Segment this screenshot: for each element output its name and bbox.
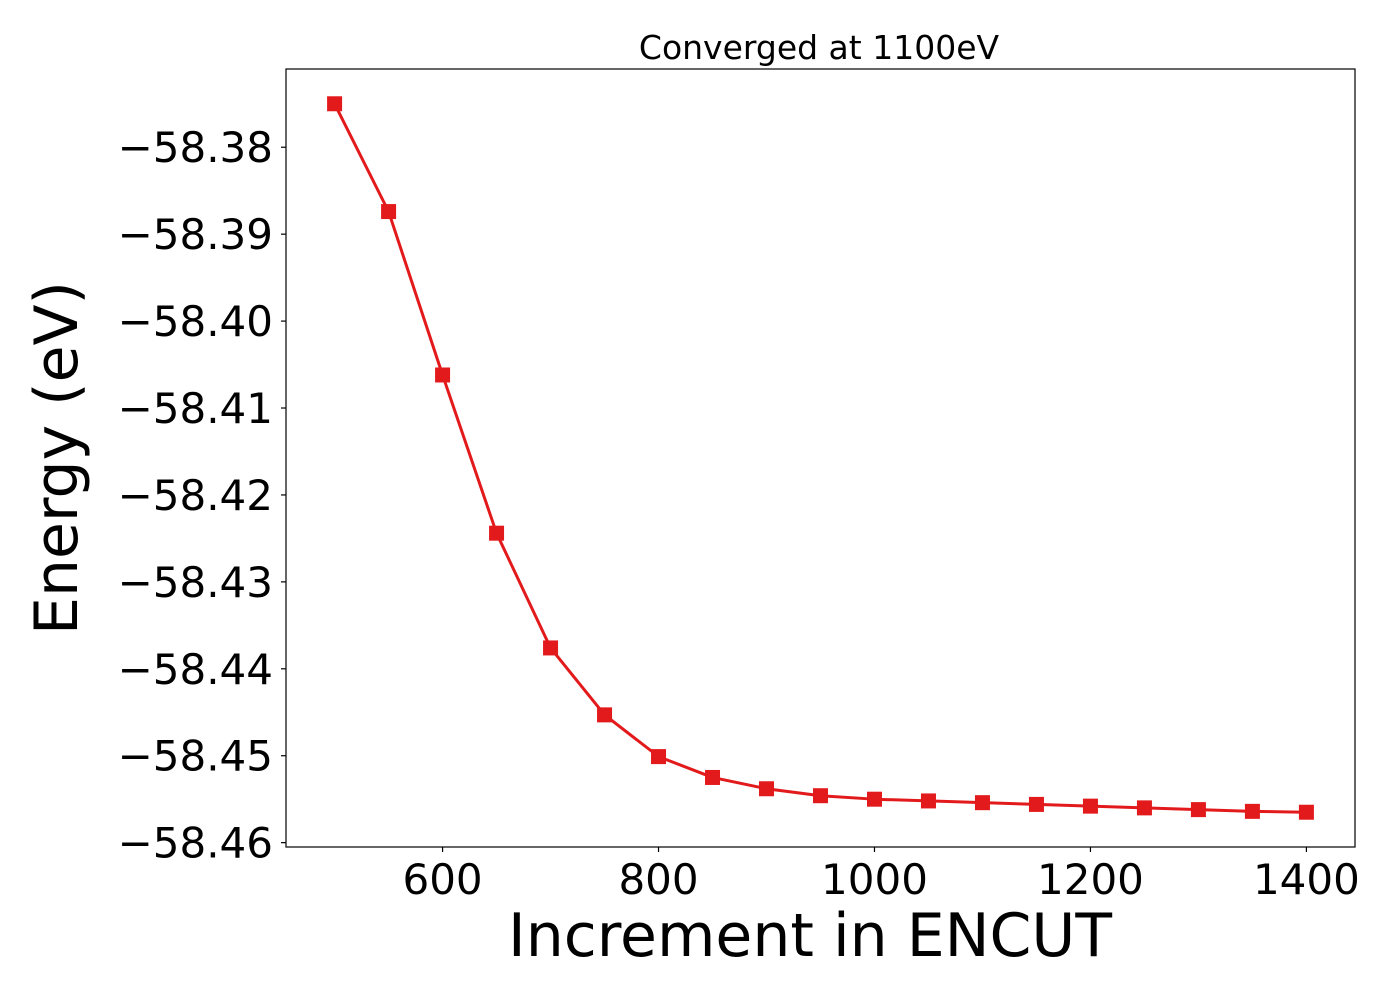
y-tick-label: −58.46 [118,819,273,868]
data-point [974,795,990,811]
data-point [1136,800,1152,816]
y-tick-label: −58.44 [118,645,273,694]
data-point [705,769,721,785]
y-tick-label: −58.42 [118,471,273,520]
data-point [435,367,451,383]
y-tick-label: −58.43 [118,558,273,607]
data-point [543,640,559,656]
x-tick-label: 1200 [1037,855,1144,904]
data-point [327,96,343,112]
y-tick-label: −58.40 [118,297,273,346]
data-point [866,791,882,807]
y-axis-label: Energy (eV) [22,281,92,635]
data-point [489,525,505,541]
data-point [1028,796,1044,812]
data-point [651,749,667,765]
x-tick-label: 1400 [1253,855,1360,904]
x-tick-label: 800 [618,855,698,904]
x-axis: 600 800 1000 1200 1400 [402,847,1360,904]
x-tick-label: 600 [402,855,482,904]
chart-title: Converged at 1100eV [639,28,1000,67]
data-point [759,781,775,797]
data-point [1082,798,1098,814]
data-point [1244,803,1260,819]
data-point [597,707,613,723]
data-point [1298,804,1314,820]
data-point [381,204,397,220]
x-tick-label: 1000 [821,855,928,904]
data-point [813,788,828,804]
y-tick-label: −58.38 [118,123,273,172]
y-tick-label: −58.39 [118,210,273,259]
y-tick-label: −58.45 [118,732,273,781]
y-tick-label: −58.41 [118,384,273,433]
plot-area [285,68,1356,848]
x-axis-label: Increment in ENCUT [508,901,1112,971]
y-axis: −58.38 −58.39 −58.40 −58.41 −58.42 −58.43 −58.… [118,123,286,868]
plot-frame [285,68,1356,848]
data-point [920,793,936,809]
data-point [1190,802,1206,818]
